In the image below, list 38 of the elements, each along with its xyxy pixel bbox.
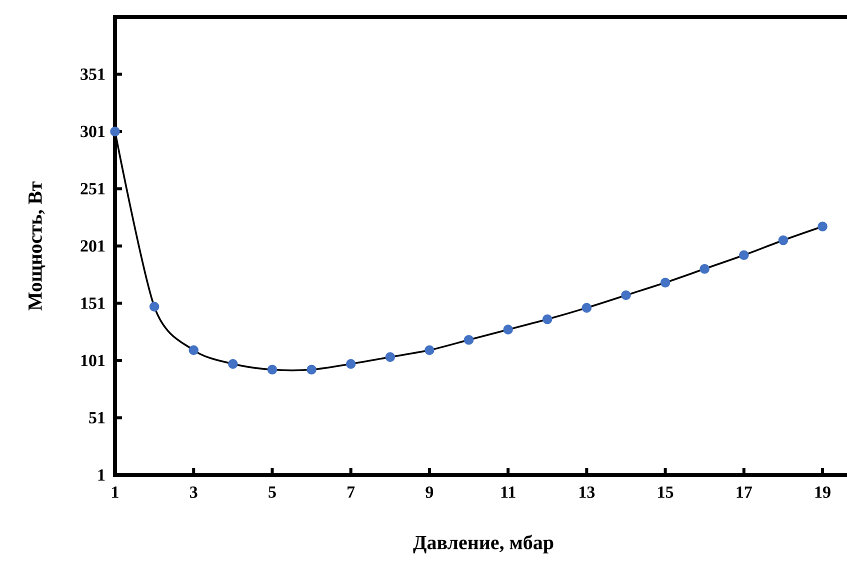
x-tick-label: 17 [736,486,752,498]
point [582,302,592,313]
point [700,264,710,274]
y-tick-label: 351 [80,68,105,80]
x-tick-label: 7 [348,486,355,498]
point [110,126,120,136]
y-tick-label: 101 [81,354,105,366]
x-tick-label: 15 [658,486,674,498]
x-axis-title: Давление, мбар [413,534,554,554]
y-tick-label: 51 [89,412,105,424]
x-tick-label: 13 [580,486,595,498]
point [660,278,670,288]
y-tick-label: 1 [98,469,105,481]
point [346,359,356,369]
x-tick-label: 5 [268,486,276,498]
y-tick-label: 151 [81,298,105,309]
x-tick-label: 9 [426,486,434,498]
point [385,352,396,362]
y-tick-label: 301 [80,126,105,138]
x-tick-label: 11 [501,486,516,498]
x-tick-label: 1 [112,486,118,498]
point [149,302,160,312]
y-tick-label: 251 [80,183,105,194]
point [778,235,788,246]
point [503,324,513,334]
point [621,290,631,300]
point [542,314,552,324]
y-axis-title: Мощность, Вт [28,182,46,310]
point [228,359,238,369]
y-tick-label: 201 [80,240,105,252]
point [306,364,316,375]
x-tick-label: 19 [815,486,830,498]
point [267,364,278,375]
point [464,334,474,345]
x-tick-label: 3 [190,486,198,498]
point [424,345,434,356]
point [739,250,749,260]
point [188,345,199,356]
